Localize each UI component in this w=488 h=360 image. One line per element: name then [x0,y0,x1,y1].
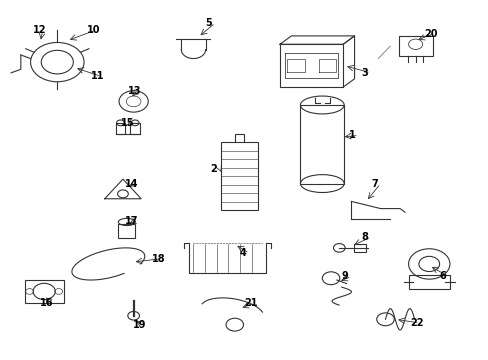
Text: 5: 5 [205,18,212,28]
Text: 6: 6 [438,271,445,282]
Text: 13: 13 [127,86,141,96]
Text: 3: 3 [361,68,367,78]
Bar [398,36,432,57]
Bar [300,105,344,184]
Bar [408,275,449,289]
Text: 14: 14 [125,179,139,189]
Bar [221,143,257,210]
Text: 17: 17 [125,216,139,226]
Text: 21: 21 [244,298,258,308]
Text: 20: 20 [424,28,437,39]
Text: 11: 11 [91,71,104,81]
Text: 19: 19 [132,320,146,330]
Text: 9: 9 [341,271,348,282]
Text: 12: 12 [33,25,46,35]
Text: 15: 15 [120,118,134,128]
Bar [25,280,63,303]
Bar [118,224,135,238]
Bar [116,123,125,134]
Bar [280,44,343,87]
Text: 18: 18 [152,253,165,264]
Text: 22: 22 [409,318,423,328]
Text: 7: 7 [370,179,377,189]
Text: 10: 10 [86,25,100,35]
Text: 1: 1 [348,130,355,140]
Text: 16: 16 [40,298,54,308]
Text: 4: 4 [239,248,246,258]
Text: 2: 2 [210,164,217,174]
Bar [130,123,140,134]
Text: 8: 8 [361,232,367,242]
Bar [353,244,366,252]
